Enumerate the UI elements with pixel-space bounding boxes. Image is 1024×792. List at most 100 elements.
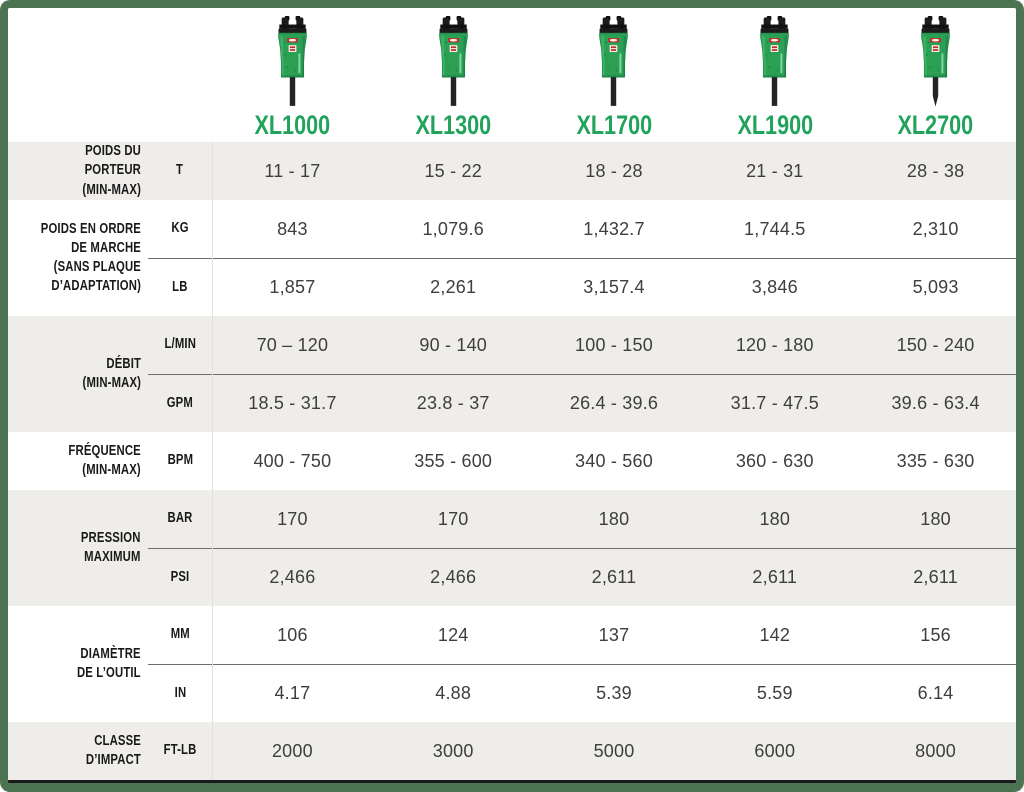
spec-value: 31.7 - 47.5 (730, 393, 819, 413)
spec-value: 4.88 (435, 683, 472, 703)
spec-value: 355 - 600 (414, 450, 493, 471)
spec-value: 2,611 (591, 567, 637, 587)
product-name: XL1700 (576, 110, 652, 140)
spec-value: 137 (598, 624, 630, 645)
unit-cell: KG (171, 220, 189, 237)
table-row: BPM 400 - 750 355 - 600 340 - 560 360 - … (148, 432, 1016, 490)
row-group-label: POIDS DU PORTEUR (MIN-MAX) (82, 143, 141, 198)
spec-value: 180 (759, 508, 791, 529)
row-group-label: FRÉQUENCE (MIN-MAX) (68, 442, 141, 478)
spec-value: 843 (277, 218, 308, 239)
spec-value: 8000 (915, 740, 956, 761)
unit-cell: IN (174, 684, 186, 701)
spec-value: 100 - 150 (575, 334, 653, 355)
spec-value: 2,466 (430, 567, 477, 587)
row-group-classe-impact: CLASSE D’IMPACT FT-LB 2000 3000 5000 600… (8, 722, 1016, 780)
table-row: L/MIN 70 – 120 90 - 140 100 - 150 120 - … (148, 316, 1016, 374)
table-row: FT-LB 2000 3000 5000 6000 8000 (148, 722, 1016, 780)
spec-value: 150 - 240 (896, 334, 975, 355)
product-image-xl1000 (278, 16, 307, 106)
spec-value: 2,466 (269, 567, 316, 587)
spec-value: 3,846 (751, 277, 798, 297)
product-image-xl1900 (760, 16, 790, 106)
product-name: XL2700 (897, 110, 974, 140)
table-bottom-rule (8, 780, 1016, 783)
row-group-poids-marche: POIDS EN ORDRE DE MARCHE (SANS PLAQUE D’… (8, 200, 1016, 316)
unit-cell: LB (172, 278, 188, 295)
spec-value: 21 - 31 (746, 160, 804, 181)
row-group-frequence: FRÉQUENCE (MIN-MAX) BPM 400 - 750 355 - … (8, 432, 1016, 490)
table-row: IN 4.17 4.88 5.39 5.59 6.14 (148, 664, 1016, 722)
product-column-xl1900: XL1900 (694, 8, 855, 142)
spec-value: 400 - 750 (253, 450, 332, 471)
row-group-label: DÉBIT (MIN-MAX) (82, 355, 141, 391)
table-row: BAR 170 170 180 180 180 (148, 490, 1016, 548)
spec-value: 28 - 38 (906, 160, 965, 181)
spec-value: 124 (437, 624, 469, 645)
spec-value: 2000 (271, 740, 313, 761)
spec-value: 180 (920, 508, 951, 529)
row-group-poids-porteur: POIDS DU PORTEUR (MIN-MAX) T 11 - 17 15 … (8, 142, 1016, 200)
spec-value: 70 – 120 (256, 334, 329, 355)
row-group-diametre: DIAMÈTRE DE L’OUTIL MM 106 124 137 142 1… (8, 606, 1016, 722)
table-row: LB 1,857 2,261 3,157.4 3,846 5,093 (148, 258, 1016, 316)
spec-value: 4.17 (274, 683, 311, 703)
spec-value: 26.4 - 39.6 (569, 393, 659, 413)
product-name: XL1900 (736, 110, 813, 140)
spec-value: 18.5 - 31.7 (248, 393, 337, 413)
table-row: T 11 - 17 15 - 22 18 - 28 21 - 31 28 - 3… (148, 142, 1016, 200)
row-group-label: PRESSION MAXIMUM (81, 529, 141, 565)
spec-value: 3000 (432, 740, 474, 761)
unit-cell: T (176, 162, 184, 179)
spec-value: 6000 (754, 740, 796, 761)
spec-table-body: POIDS DU PORTEUR (MIN-MAX) T 11 - 17 15 … (8, 142, 1016, 783)
table-row: GPM 18.5 - 31.7 23.8 - 37 26.4 - 39.6 31… (148, 374, 1016, 432)
product-image-xl1700 (599, 16, 629, 106)
spec-value: 6.14 (917, 683, 954, 703)
spec-value: 120 - 180 (735, 334, 814, 355)
unit-cell: L/MIN (164, 336, 196, 353)
spec-value: 360 - 630 (735, 450, 814, 471)
spec-value: 18 - 28 (585, 160, 643, 181)
row-group-label: DIAMÈTRE DE L’OUTIL (77, 645, 141, 681)
spec-value: 2,611 (913, 567, 958, 587)
product-name: XL1000 (254, 110, 331, 140)
spec-value: 5.59 (756, 683, 793, 703)
product-column-xl1300: XL1300 (373, 8, 534, 142)
unit-cell: BPM (167, 452, 193, 469)
spec-value: 90 - 140 (419, 334, 488, 355)
product-column-xl1700: XL1700 (534, 8, 695, 142)
spec-value: 180 (598, 508, 630, 529)
spec-value: 2,611 (752, 567, 798, 587)
row-group-debit: DÉBIT (MIN-MAX) L/MIN 70 – 120 90 - 140 … (8, 316, 1016, 432)
product-name: XL1300 (415, 110, 492, 140)
product-image-xl1300 (438, 16, 468, 106)
spec-value: 5,093 (912, 277, 959, 297)
spec-value: 106 (277, 624, 308, 645)
header-spacer (8, 8, 212, 142)
row-group-label: POIDS EN ORDRE DE MARCHE (SANS PLAQUE D’… (40, 220, 141, 295)
spec-value: 15 - 22 (424, 160, 482, 181)
spec-value: 1,744.5 (744, 218, 806, 239)
product-column-xl2700: XL2700 (855, 8, 1016, 142)
spec-value: 39.6 - 63.4 (891, 393, 980, 413)
spec-value: 1,857 (269, 277, 316, 297)
product-header: XL1000 XL1300 XL1700 XL1900 XL2700 (8, 8, 1016, 142)
unit-cell: GPM (166, 394, 194, 411)
spec-value: 2,310 (912, 218, 959, 239)
spec-value: 142 (759, 624, 791, 645)
unit-cell: FT-LB (163, 742, 197, 759)
row-group-label: CLASSE D’IMPACT (85, 732, 141, 768)
product-column-xl1000: XL1000 (212, 8, 373, 142)
row-group-pression: PRESSION MAXIMUM BAR 170 170 180 180 180… (8, 490, 1016, 606)
table-row: KG 843 1,079.6 1,432.7 1,744.5 2,310 (148, 200, 1016, 258)
spec-value: 340 - 560 (575, 450, 653, 471)
spec-value: 335 - 630 (896, 450, 975, 471)
unit-cell: MM (170, 626, 190, 643)
spec-value: 23.8 - 37 (416, 393, 490, 413)
spec-value: 170 (437, 508, 469, 529)
spec-value: 5000 (593, 740, 635, 761)
spec-value: 1,432.7 (583, 218, 645, 239)
spec-value: 1,079.6 (422, 218, 484, 239)
